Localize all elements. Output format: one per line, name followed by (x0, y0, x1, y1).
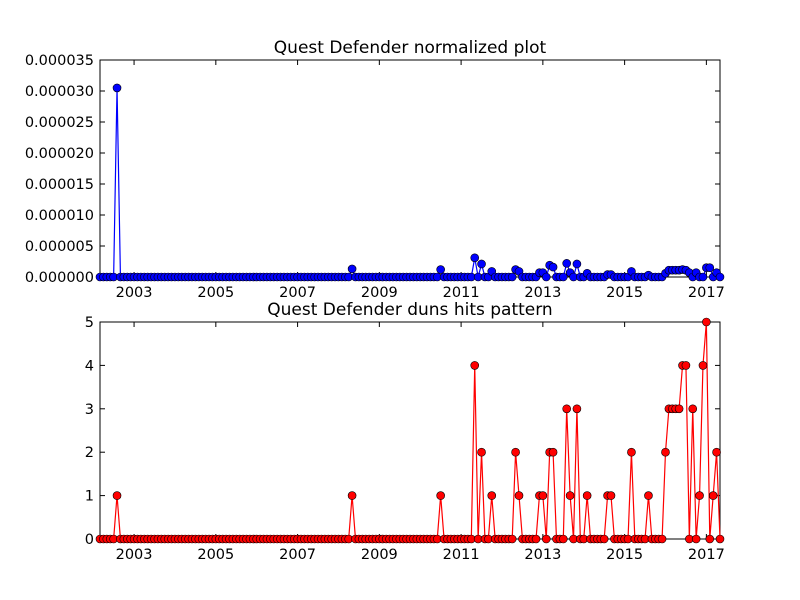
duns-hits-data-point (674, 404, 684, 414)
duns-hits-data-point (657, 534, 667, 544)
duns-hits-data-point (606, 491, 616, 500)
duns-hits-data-point (541, 534, 551, 544)
duns-hits-title: Quest Defender duns hits pattern (267, 300, 552, 320)
duns-hits-data-point (644, 491, 653, 500)
duns-hits-data-point (112, 491, 122, 500)
duns-hits-data-point (715, 534, 725, 544)
normalized-plot-y-tick-label: 0.000000 (25, 270, 94, 286)
normalized-plot-data-point (436, 265, 445, 274)
duns-hits-data-point (477, 447, 486, 457)
normalized-plot-data-point (562, 259, 572, 268)
duns-hits-data-point (681, 361, 691, 370)
normalized-plot-y-tick-label: 0.000035 (25, 53, 94, 69)
duns-hits-data-point (627, 447, 636, 457)
duns-hits-x-tick-label: 2009 (361, 547, 398, 563)
duns-hits-data-point (712, 447, 721, 457)
duns-hits-x-tick-label: 2017 (688, 547, 725, 563)
duns-hits-x-tick-label: 2011 (443, 547, 480, 563)
duns-hits-data-point (691, 534, 701, 544)
duns-hits-data-point (514, 491, 524, 500)
duns-hits-series (95, 317, 725, 544)
normalized-plot-data-point (541, 272, 551, 282)
duns-hits-data-point (347, 491, 357, 500)
normalized-plot-data-point (572, 259, 582, 269)
normalized-plot-y-tick-label: 0.000015 (25, 177, 94, 193)
duns-hits-data-point (507, 534, 517, 544)
duns-hits-y-tick-label: 0 (85, 532, 94, 548)
duns-hits-y-tick-label: 2 (85, 445, 94, 461)
normalized-plot-data-point (347, 264, 357, 274)
duns-hits-data-point (688, 404, 698, 414)
normalized-plot-title: Quest Defender normalized plot (274, 38, 547, 58)
duns-hits-data-point (702, 317, 711, 327)
normalized-plot-series (95, 83, 725, 282)
normalized-plot-data-point (558, 272, 568, 282)
normalized-plot-x-tick-label: 2007 (279, 285, 316, 301)
duns-hits-x-tick-label: 2003 (116, 547, 153, 563)
duns-hits-x-tick-label: 2013 (524, 547, 561, 563)
duns-hits-y-tick-label: 1 (85, 489, 94, 505)
duns-hits-data-point (661, 447, 670, 457)
normalized-plot-y-tick-label: 0.000010 (25, 208, 94, 224)
duns-hits-panel: Quest Defender duns hits pattern 2003 200… (85, 300, 725, 563)
duns-hits-data-point (562, 404, 572, 414)
duns-hits-data-point (558, 534, 568, 544)
normalized-plot-data-point (477, 259, 486, 269)
normalized-plot-y-tick-label: 0.000005 (25, 239, 94, 255)
duns-hits-data-point (572, 404, 582, 414)
duns-hits-x-tick-label: 2007 (279, 547, 316, 563)
normalized-plot-y-tick-label: 0.000025 (25, 115, 94, 131)
normalized-plot-data-point (112, 83, 122, 93)
duns-hits-data-point (436, 491, 445, 500)
duns-hits-axes: 2003 2005 2007 2009 2011 2013 2015 2017 0 1 2 3 4 5 (85, 315, 725, 563)
normalized-plot-x-tick-label: 2005 (197, 285, 234, 301)
normalized-plot-x-tick-label: 2009 (361, 285, 398, 301)
normalized-plot-data-point (705, 263, 715, 273)
duns-hits-data-point (487, 491, 497, 500)
duns-hits-data-point (548, 447, 558, 457)
duns-hits-data-point (582, 491, 592, 500)
duns-hits-data-point (531, 534, 541, 544)
normalized-plot-x-tick-label: 2011 (443, 285, 480, 301)
duns-hits-x-tick-label: 2015 (606, 547, 643, 563)
duns-hits-y-tick-label: 5 (85, 315, 94, 331)
normalized-plot-axes: 2003 2005 2007 2009 2011 2013 2015 2017 0.000000… (25, 53, 725, 301)
duns-hits-data-point (708, 491, 718, 500)
normalized-plot-x-tick-label: 2013 (524, 285, 561, 301)
normalized-plot-x-tick-label: 2015 (606, 285, 643, 301)
duns-hits-data-point (599, 534, 609, 544)
normalized-plot-y-tick-label: 0.000020 (25, 146, 94, 162)
duns-hits-data-point (695, 491, 704, 500)
normalized-plot-data-point (507, 272, 517, 282)
duns-hits-data-point (538, 491, 548, 500)
duns-hits-x-tick-label: 2005 (197, 547, 234, 563)
duns-hits-y-tick-label: 3 (85, 402, 94, 418)
duns-hits-data-point (698, 361, 708, 370)
normalized-plot-panel: Quest Defender normalized plot 2003 2005 2… (25, 38, 725, 301)
normalized-plot-y-tick-label: 0.000030 (25, 84, 94, 100)
duns-hits-data-point (565, 491, 575, 500)
duns-hits-data-point (511, 447, 520, 457)
normalized-plot-data-point (698, 272, 708, 282)
normalized-plot-data-point (548, 262, 558, 272)
normalized-plot-data-point (470, 253, 480, 263)
normalized-plot-data-point (715, 272, 725, 282)
normalized-plot-x-tick-label: 2017 (688, 285, 725, 301)
normalized-plot-x-tick-label: 2003 (116, 285, 153, 301)
duns-hits-data-point (705, 534, 715, 544)
duns-hits-y-tick-label: 4 (85, 358, 94, 374)
duns-hits-data-point (470, 361, 480, 370)
